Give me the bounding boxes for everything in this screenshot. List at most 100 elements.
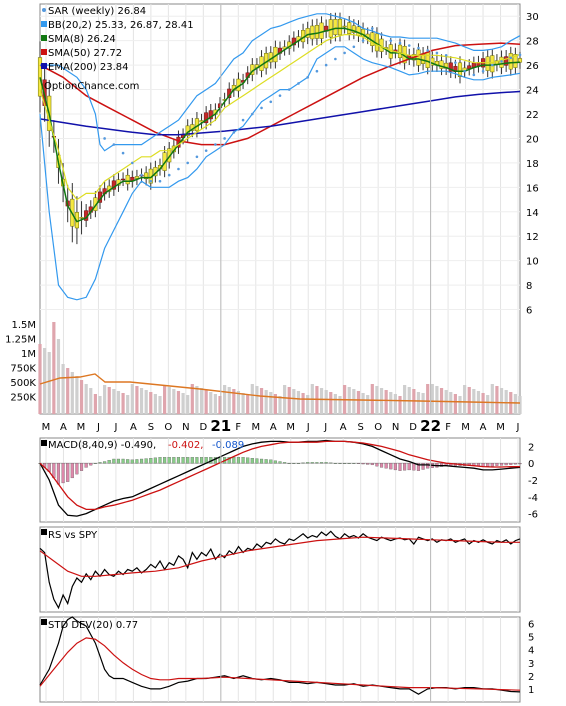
volume-bar — [453, 394, 457, 414]
volume-tick-label: 250K — [10, 393, 36, 404]
macd-histogram-bar — [393, 463, 397, 471]
sar-dot — [435, 51, 439, 55]
volume-bar — [98, 396, 102, 414]
volume-bar — [209, 392, 213, 414]
volume-bar — [186, 395, 190, 414]
candlestick — [208, 110, 213, 120]
macd-histogram-bar — [389, 463, 393, 470]
candlestick — [356, 26, 361, 36]
macd-histogram-bar — [153, 457, 157, 464]
std-tick-label: 2 — [528, 672, 534, 683]
candlestick — [79, 217, 84, 219]
candlestick — [347, 22, 352, 34]
sar-dot — [121, 151, 125, 155]
volume-bar — [153, 394, 157, 414]
volume-bar — [144, 390, 148, 414]
macd-histogram-bar — [421, 463, 425, 470]
macd-histogram-bar — [250, 458, 254, 464]
macd-panel: 2 0 -2 -4 -6 MACD(8,40,9) -0.490, -0.402, -0.08… — [38, 437, 538, 523]
macd-histogram-bar — [93, 463, 97, 464]
volume-tick-label: 1.25M — [5, 335, 36, 346]
sar-dot — [149, 179, 153, 183]
macd-histogram-bar — [486, 463, 490, 467]
watermark-text: OptionChance.com — [44, 81, 139, 92]
candlestick — [351, 25, 356, 33]
date-axis-label: D — [409, 422, 417, 433]
candlestick — [448, 62, 453, 72]
macd-histogram-bar — [176, 457, 181, 464]
volume-bar — [167, 387, 171, 414]
candlestick — [121, 178, 126, 181]
candlestick — [504, 56, 509, 66]
sar-dot — [103, 137, 106, 140]
volume-bar — [112, 389, 116, 414]
volume-bar — [47, 352, 51, 414]
legend-label: EMA(200) 23.84 — [48, 62, 128, 73]
volume-bar — [495, 386, 499, 414]
sar-dot — [251, 112, 254, 116]
sar-dot — [324, 63, 328, 67]
date-axis-label: A — [340, 422, 347, 433]
sar-dot — [167, 173, 171, 177]
volume-bar — [195, 386, 199, 414]
volume-bar — [218, 396, 222, 414]
macd-histogram-bar — [426, 463, 430, 469]
sar-dot — [371, 27, 374, 30]
sar-dot — [389, 39, 393, 42]
volume-bar — [158, 396, 162, 414]
volume-bar — [199, 388, 204, 414]
date-axis-label: J — [306, 422, 310, 433]
legend-label: STD DEV(20) 0.77 — [48, 620, 138, 631]
volume-bar — [356, 391, 361, 414]
macd-histogram-bar — [121, 458, 125, 464]
volume-bar — [301, 393, 305, 414]
volume-bar — [449, 392, 453, 414]
macd-histogram-bar — [329, 462, 333, 464]
legend-marker — [41, 49, 47, 55]
candlestick — [397, 44, 403, 59]
macd-histogram-bar — [375, 463, 379, 467]
volume-bar — [352, 389, 356, 414]
legend-label: SMA(50) 27.72 — [48, 48, 122, 59]
macd-histogram-bar — [144, 458, 148, 464]
candlestick — [310, 25, 315, 40]
volume-bar — [135, 386, 139, 414]
macd-histogram-bar — [416, 463, 421, 471]
volume-bar — [56, 339, 61, 414]
candlestick — [444, 62, 449, 69]
date-axis-label: J — [516, 422, 520, 433]
candlestick — [314, 25, 319, 39]
volume-bar — [333, 394, 337, 414]
macd-histogram-bar — [403, 463, 407, 471]
std-tick-label: 4 — [528, 646, 534, 657]
legend-marker — [41, 529, 47, 535]
macd-histogram-bar — [343, 463, 347, 464]
candlestick — [134, 176, 139, 179]
candlestick — [342, 25, 347, 28]
candlestick — [490, 55, 495, 73]
legend-label: SMA(8) 26.24 — [48, 34, 116, 45]
volume-bar — [246, 395, 250, 414]
volume-bar — [430, 384, 434, 414]
macd-histogram-bar — [181, 457, 185, 464]
candlestick — [328, 19, 333, 38]
volume-bar — [223, 385, 227, 414]
macd-histogram-bar — [158, 457, 162, 464]
macd-histogram-bar — [356, 463, 361, 464]
volume-bar — [116, 391, 121, 414]
volume-bar — [121, 393, 125, 414]
macd-histogram-bar — [324, 462, 328, 464]
volume-bar — [384, 390, 388, 414]
volume-bar — [255, 386, 259, 414]
volume-bar — [126, 395, 130, 414]
date-axis-label: M — [77, 422, 86, 433]
macd-histogram-bar — [130, 459, 134, 464]
legend-marker — [41, 619, 47, 625]
price-tick-label: 22 — [526, 110, 539, 121]
price-tick-label: 14 — [526, 208, 539, 219]
legend-marker — [42, 8, 46, 12]
volume-bar — [227, 387, 231, 414]
volume-bar — [329, 392, 333, 414]
date-axis-label: N — [182, 422, 189, 433]
volume-bar — [398, 396, 402, 414]
